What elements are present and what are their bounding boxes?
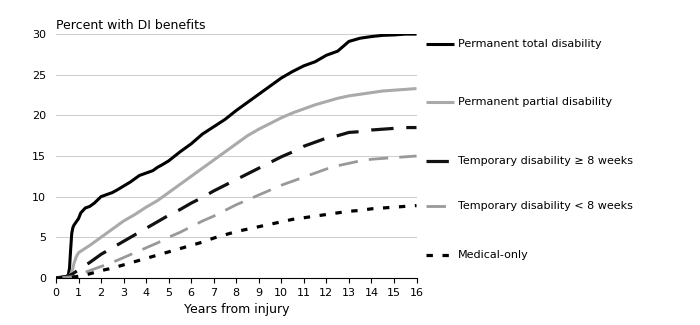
Text: Temporary disability < 8 weeks: Temporary disability < 8 weeks [458, 202, 633, 211]
Text: Medical-only: Medical-only [458, 250, 528, 260]
Text: Temporary disability ≥ 8 weeks: Temporary disability ≥ 8 weeks [458, 156, 633, 166]
Text: Permanent total disability: Permanent total disability [458, 39, 601, 49]
X-axis label: Years from injury: Years from injury [183, 303, 289, 316]
Text: Percent with DI benefits: Percent with DI benefits [56, 19, 206, 32]
Text: Permanent partial disability: Permanent partial disability [458, 98, 612, 107]
